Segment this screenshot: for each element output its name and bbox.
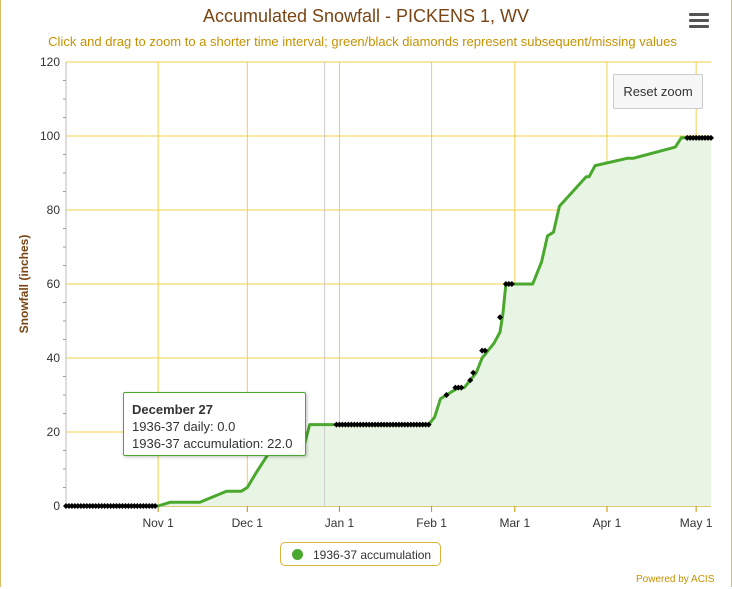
x-tick-label: Dec 1 <box>232 516 264 530</box>
series-line <box>66 136 711 508</box>
tooltip-accumulation: 1936-37 accumulation: 22.0 <box>132 436 293 451</box>
legend-marker-icon <box>292 549 303 560</box>
x-tick-label: Apr 1 <box>593 516 622 530</box>
menu-bar <box>689 13 709 16</box>
menu-bar <box>689 19 709 22</box>
tooltip-title: December 27 <box>132 402 213 417</box>
x-tick-label: Mar 1 <box>499 516 530 530</box>
legend-item[interactable]: 1936-37 accumulation <box>280 542 441 566</box>
x-tick-label: May 1 <box>680 516 713 530</box>
y-tick-label: 80 <box>47 203 61 217</box>
data-tooltip: December 27 1936-37 daily: 0.0 1936-37 a… <box>123 392 306 456</box>
missing-markers <box>63 134 714 509</box>
x-tick-label: Nov 1 <box>142 516 174 530</box>
missing-value-marker <box>443 392 450 398</box>
legend-label: 1936-37 accumulation <box>313 548 432 562</box>
missing-value-marker <box>467 377 474 384</box>
y-tick-label: 0 <box>53 499 60 513</box>
hamburger-menu-icon[interactable] <box>689 13 709 29</box>
missing-value-marker <box>496 314 503 321</box>
missing-value-marker <box>425 421 432 428</box>
missing-value-marker <box>470 369 477 376</box>
y-axis-ticks: 0 20 40 60 80 100 120 <box>40 55 60 513</box>
series-lines <box>66 136 711 508</box>
x-tick-label: Feb 1 <box>416 516 447 530</box>
y-tick-label: 120 <box>40 55 60 69</box>
y-tick-label: 40 <box>47 351 61 365</box>
missing-value-marker <box>508 281 515 287</box>
tooltip-daily: 1936-37 daily: 0.0 <box>132 419 236 434</box>
y-tick-label: 20 <box>47 425 61 439</box>
missing-value-marker <box>708 134 714 141</box>
credits-link[interactable]: Powered by ACIS <box>636 574 715 585</box>
menu-bar <box>689 25 709 28</box>
x-tick-label: Jan 1 <box>325 516 355 530</box>
series-area <box>66 137 711 507</box>
series-area-fill <box>66 137 711 507</box>
chart-subtitle: Click and drag to zoom to a shorter time… <box>48 34 677 49</box>
missing-value-marker <box>482 347 489 354</box>
y-tick-label: 100 <box>40 129 60 143</box>
x-axis-ticks: Nov 1 Dec 1 Jan 1 Feb 1 Mar 1 Apr 1 May 1 <box>142 516 712 530</box>
chart-title: Accumulated Snowfall - PICKENS 1, WV <box>202 6 530 26</box>
missing-value-marker <box>152 503 159 509</box>
missing-value-marker <box>458 384 465 391</box>
y-tick-label: 60 <box>47 277 61 291</box>
y-axis-label: Snowfall (inches) <box>17 235 31 334</box>
reset-zoom-button[interactable]: Reset zoom <box>613 74 703 109</box>
